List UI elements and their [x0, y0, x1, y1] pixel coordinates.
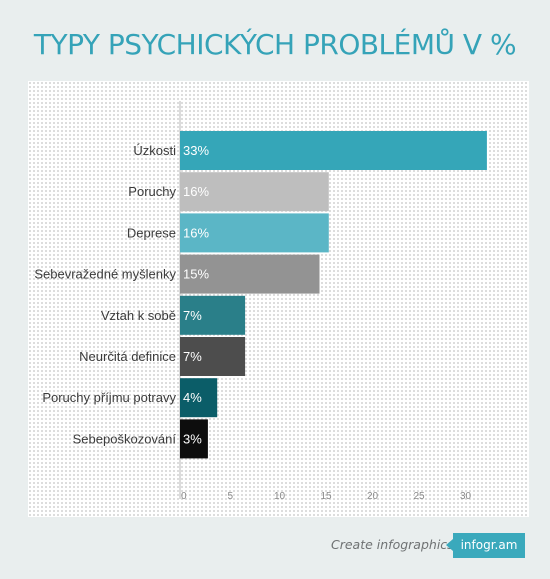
x-tick-label: 10 — [274, 491, 286, 502]
chart-panel: Úzkosti 33% Poruchy 16% Deprese 16% Sebevražed… — [28, 81, 529, 517]
x-tick-label: 0 — [181, 491, 187, 502]
category-label: Neurčitá definice — [79, 349, 176, 364]
value-label: 15% — [183, 267, 209, 282]
category-label: Sebepoškozování — [73, 431, 177, 446]
bar-5 — [180, 295, 246, 335]
infogram-logo-label: infogr.am — [460, 538, 518, 552]
bar-7 — [180, 378, 218, 418]
x-tick-label: 15 — [321, 491, 333, 502]
value-label: 16% — [183, 184, 209, 199]
value-label: 33% — [183, 143, 209, 158]
value-label: 7% — [183, 349, 202, 364]
value-label: 16% — [183, 225, 209, 240]
category-label: Sebevražedné myšlenky — [34, 267, 176, 282]
bar-chart: Úzkosti 33% Poruchy 16% Deprese 16% Sebevražed… — [34, 101, 487, 502]
value-label: 4% — [183, 390, 202, 405]
x-tick-label: 30 — [460, 491, 472, 502]
value-label: 3% — [183, 431, 202, 446]
bar-6 — [180, 337, 246, 376]
x-tick-label: 5 — [228, 491, 234, 502]
x-tick-label: 20 — [367, 491, 379, 502]
x-tick-label: 25 — [414, 491, 426, 502]
category-label: Úzkosti — [133, 143, 176, 158]
category-label: Vztah k sobě — [101, 308, 176, 323]
bar-1 — [180, 131, 487, 170]
category-label: Poruchy příjmu potravy — [42, 390, 176, 405]
bar-3 — [180, 213, 329, 253]
chart-title: TYPY PSYCHICKÝCH PROBLÉMŮ V % — [33, 28, 517, 61]
category-label: Poruchy — [128, 184, 176, 199]
value-label: 7% — [183, 308, 202, 323]
bar-8 — [180, 419, 208, 459]
bar-4 — [180, 254, 320, 294]
infogram-logo[interactable]: infogr.am — [446, 533, 525, 558]
bar-2 — [180, 172, 329, 212]
category-label: Deprese — [127, 225, 176, 240]
footer-create-infographics-link[interactable]: Create infographics — [331, 537, 454, 552]
